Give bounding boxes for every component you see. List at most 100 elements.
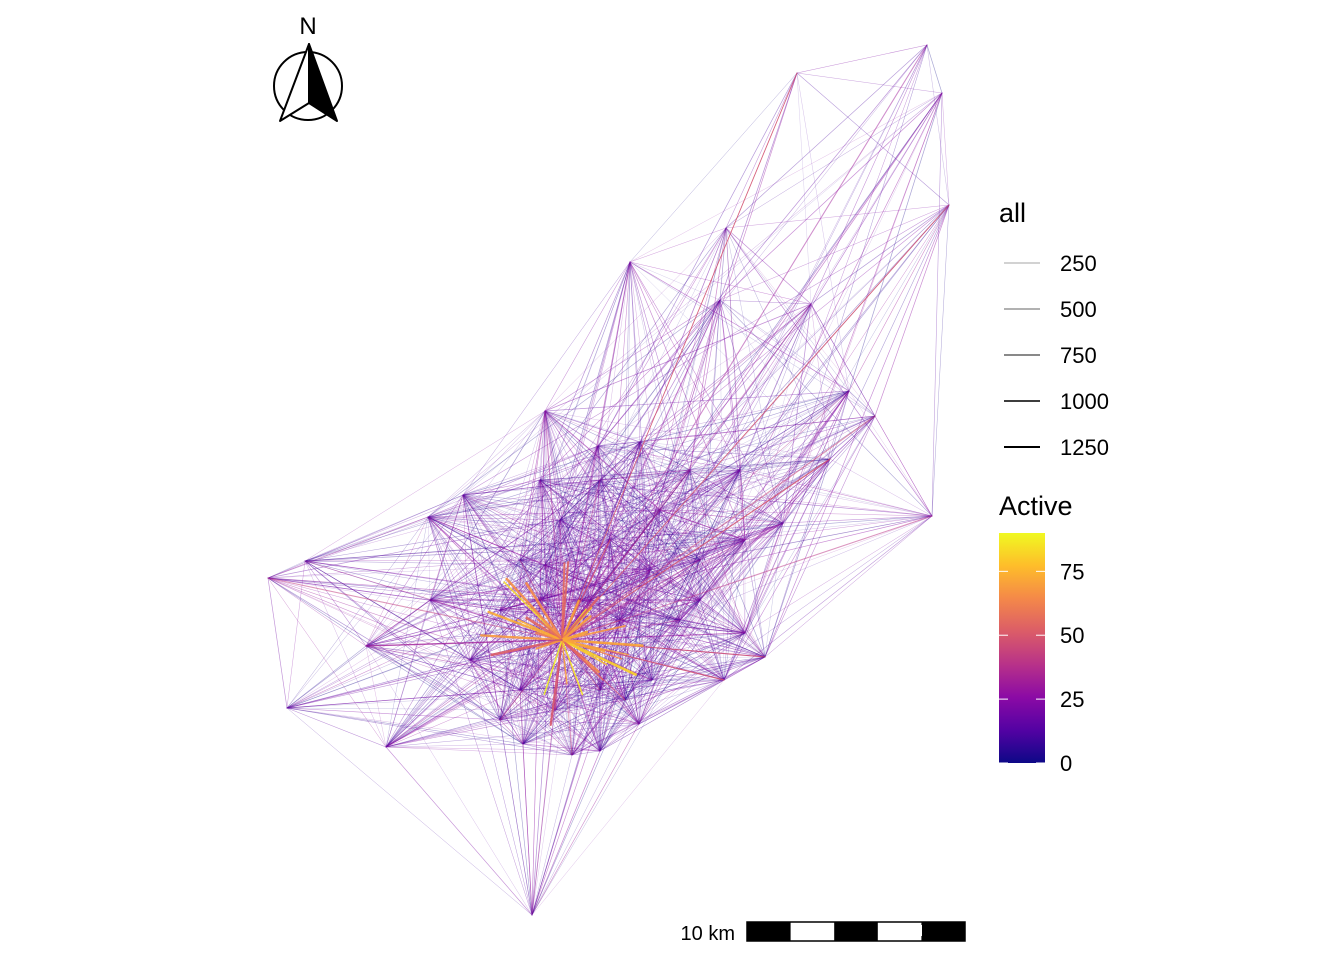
flow-line — [561, 619, 681, 641]
flow-line — [609, 458, 831, 541]
flow-line — [554, 709, 640, 725]
flow-line — [499, 599, 701, 721]
flow-line — [589, 458, 831, 601]
flow-line — [531, 599, 541, 916]
flow-line — [554, 632, 746, 711]
flow-line — [571, 479, 601, 756]
flow-line — [744, 415, 876, 634]
north-arrow-label: N — [299, 13, 316, 40]
flow-line — [559, 519, 701, 561]
flow-line — [519, 92, 943, 691]
flow-line — [531, 754, 573, 916]
flow-line — [544, 539, 611, 566]
flow-line — [429, 441, 641, 601]
flow-line — [571, 559, 701, 756]
flow-line — [462, 494, 521, 691]
flow-line — [537, 618, 563, 641]
flow-line — [609, 441, 641, 541]
flow-line — [725, 227, 784, 524]
flow-line — [544, 261, 631, 412]
flow-line — [638, 509, 661, 725]
flow-line — [559, 519, 581, 601]
flow-line — [679, 619, 766, 658]
flow-line — [723, 469, 741, 681]
flow-line — [499, 415, 876, 721]
flow-line — [427, 516, 521, 691]
flow-line — [539, 261, 631, 481]
flow-line — [559, 458, 831, 521]
flow-line — [462, 494, 556, 711]
flow-line — [462, 494, 621, 621]
flow-line — [519, 469, 691, 691]
flow-line — [597, 445, 601, 481]
flow-line — [810, 44, 928, 305]
flow-line — [579, 92, 943, 601]
flow-line — [571, 445, 599, 756]
flow-line — [539, 479, 546, 566]
flow-line — [739, 469, 746, 541]
flow-line — [561, 559, 701, 641]
flow-line — [599, 479, 661, 511]
flow-line — [599, 539, 746, 691]
flow-line — [679, 458, 831, 621]
flow-line — [469, 509, 661, 661]
flow-line — [699, 599, 746, 634]
flow-line — [744, 44, 928, 634]
flow-line — [599, 469, 741, 481]
flow-line — [629, 261, 701, 601]
flow-line — [525, 616, 564, 642]
flow-line — [725, 227, 850, 392]
flow-line — [539, 458, 831, 481]
flow-line — [286, 707, 601, 752]
flow-line — [554, 689, 601, 711]
flow-line — [519, 469, 741, 561]
flow-line — [609, 539, 640, 725]
flow-line — [531, 689, 601, 916]
flow-line — [561, 227, 727, 641]
flow-line — [579, 445, 599, 601]
flow-line — [659, 509, 933, 517]
flow-line — [744, 44, 928, 541]
flow-line — [427, 516, 431, 601]
flow-line — [267, 577, 556, 711]
flow-line — [782, 415, 876, 524]
flow-line — [385, 559, 521, 748]
flow-line — [649, 390, 850, 571]
flow-line — [427, 516, 561, 521]
flow-line — [544, 410, 599, 447]
flow-line — [597, 445, 653, 681]
flow-line — [480, 634, 564, 642]
flow-line — [638, 458, 831, 725]
flow-line — [544, 410, 601, 752]
flow-line — [462, 410, 546, 496]
flow-line — [469, 599, 581, 661]
flow-line — [539, 479, 766, 658]
flow-line — [599, 469, 741, 752]
flow-line — [539, 519, 561, 601]
flow-line — [561, 639, 586, 660]
flow-line — [539, 479, 601, 752]
flow-line — [659, 509, 746, 634]
flow-line — [304, 560, 563, 641]
flow-line — [429, 559, 521, 601]
flow-line — [544, 303, 812, 412]
flow-line — [639, 441, 701, 601]
flow-line — [499, 619, 621, 721]
flow-line — [571, 509, 661, 756]
flow-line — [522, 539, 746, 745]
flow-line — [561, 515, 933, 641]
flow-line — [559, 519, 651, 571]
flow-line — [544, 410, 621, 621]
flow-line — [522, 303, 812, 745]
flow-line — [599, 479, 651, 571]
flow-line — [619, 92, 943, 621]
flow-line — [679, 599, 701, 621]
flow-line — [304, 515, 933, 562]
flow-line — [624, 632, 746, 701]
flow-line — [554, 679, 653, 711]
flow-line — [571, 699, 626, 756]
flow-line — [651, 539, 746, 681]
flow-line — [539, 479, 701, 561]
flow-line — [559, 261, 631, 521]
flow-line — [796, 72, 850, 392]
